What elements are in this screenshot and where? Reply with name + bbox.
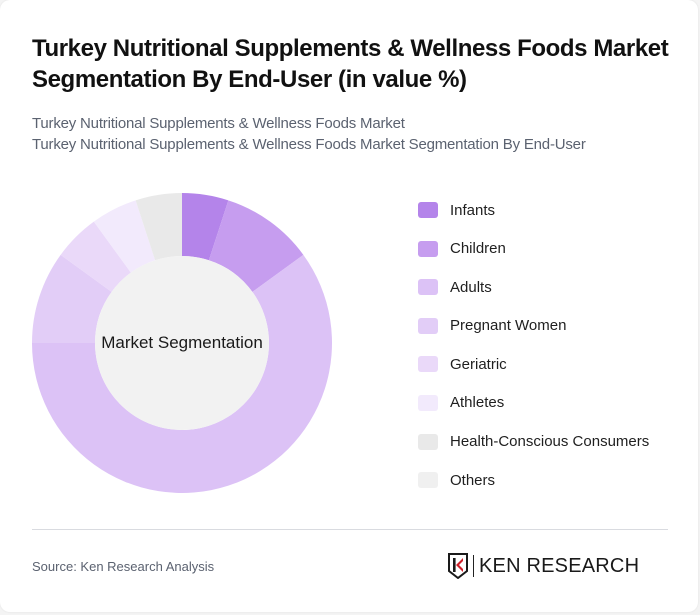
chart-title: Turkey Nutritional Supplements & Wellnes… bbox=[32, 35, 669, 93]
legend-swatch-icon bbox=[418, 202, 438, 218]
legend-item-adults[interactable]: Adults bbox=[418, 277, 649, 297]
subtitle-line-2: Turkey Nutritional Supplements & Wellnes… bbox=[32, 136, 586, 153]
donut-slice-health-conscious-consumers[interactable] bbox=[135, 193, 182, 261]
donut-slice-geriatric[interactable] bbox=[60, 221, 131, 292]
legend-label: Children bbox=[450, 240, 506, 258]
legend-swatch-icon bbox=[418, 394, 438, 411]
legend-item-athletes[interactable]: Athletes bbox=[418, 393, 649, 413]
legend-label: Pregnant Women bbox=[450, 317, 567, 335]
donut-hole bbox=[95, 256, 269, 430]
legend-label: Athletes bbox=[450, 394, 505, 412]
donut-slice-adults[interactable] bbox=[32, 254, 332, 493]
legend-swatch-icon bbox=[418, 240, 438, 257]
legend-item-health-conscious-consumers[interactable]: Health-Conscious Consumers bbox=[418, 432, 649, 452]
legend-swatch-icon bbox=[418, 356, 438, 373]
footer-divider bbox=[32, 529, 668, 530]
legend-item-infants[interactable]: Infants bbox=[418, 200, 649, 220]
legend-swatch-icon bbox=[418, 317, 438, 334]
legend-label: Others bbox=[450, 471, 496, 489]
legend-label: Infants bbox=[450, 201, 496, 219]
ken-research-logo: KEN RESEARCH bbox=[447, 553, 639, 579]
legend-label: Health-Conscious Consumers bbox=[450, 433, 650, 451]
donut-slice-children[interactable] bbox=[208, 200, 304, 292]
legend-item-children[interactable]: Children bbox=[418, 239, 649, 259]
legend-label: Adults bbox=[450, 278, 492, 296]
ken-research-logo-icon bbox=[448, 553, 468, 579]
logo-text: KEN RESEARCH bbox=[479, 554, 640, 577]
legend-item-geriatric[interactable]: Geriatric bbox=[418, 354, 649, 374]
logo-separator bbox=[473, 555, 474, 577]
donut-slice-pregnant-women[interactable] bbox=[32, 254, 112, 343]
source-text: Source: Ken Research Analysis bbox=[32, 559, 215, 574]
chart-subtitle: Turkey Nutritional Supplements & Wellnes… bbox=[32, 113, 682, 155]
donut-slice-infants[interactable] bbox=[182, 193, 229, 261]
subtitle-line-1: Turkey Nutritional Supplements & Wellnes… bbox=[32, 115, 405, 132]
legend-item-others[interactable]: Others bbox=[418, 470, 649, 490]
legend-label: Geriatric bbox=[450, 355, 507, 373]
legend-swatch-icon bbox=[418, 472, 438, 489]
donut-svg bbox=[32, 193, 332, 493]
legend-swatch-icon bbox=[418, 433, 438, 450]
donut-slice-athletes[interactable] bbox=[93, 200, 156, 273]
legend-swatch-icon bbox=[418, 279, 438, 296]
legend-item-pregnant-women[interactable]: Pregnant Women bbox=[418, 316, 649, 336]
chart-legend: Infants Children Adults Pregnant Women G… bbox=[418, 200, 649, 509]
donut-chart: Market Segmentation bbox=[32, 193, 332, 493]
